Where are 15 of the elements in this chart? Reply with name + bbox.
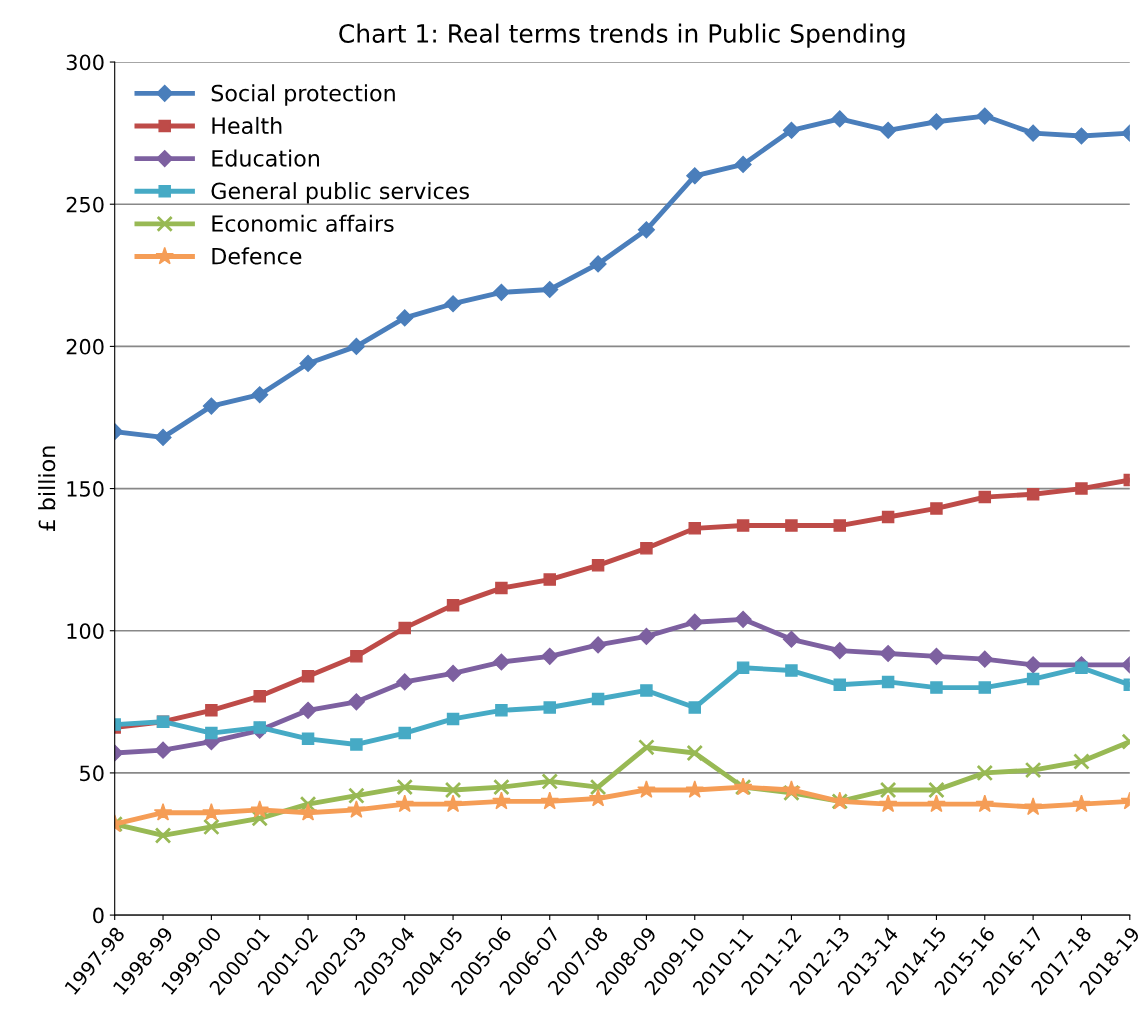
legend-label: Defence [212, 247, 302, 265]
legend-label: General public services [211, 182, 469, 204]
y-tick-label: 150 [67, 481, 104, 497]
y-tick-label: 100 [67, 623, 104, 639]
chart-title: Chart 1: Real terms trends in Public Spending [339, 23, 905, 48]
y-tick-label: 200 [66, 338, 104, 355]
y-tick-label: 50 [80, 765, 104, 782]
y-tick-label: 250 [66, 196, 104, 213]
legend-label: Social protection [211, 84, 395, 106]
legend-label: Economic affairs [212, 214, 394, 232]
legend-label: Education [212, 149, 319, 167]
y-tick-label: 300 [66, 54, 104, 71]
y-axis-title: £ billion [38, 446, 56, 532]
y-tick-label: 0 [93, 907, 104, 924]
legend-label: Health [212, 116, 282, 135]
